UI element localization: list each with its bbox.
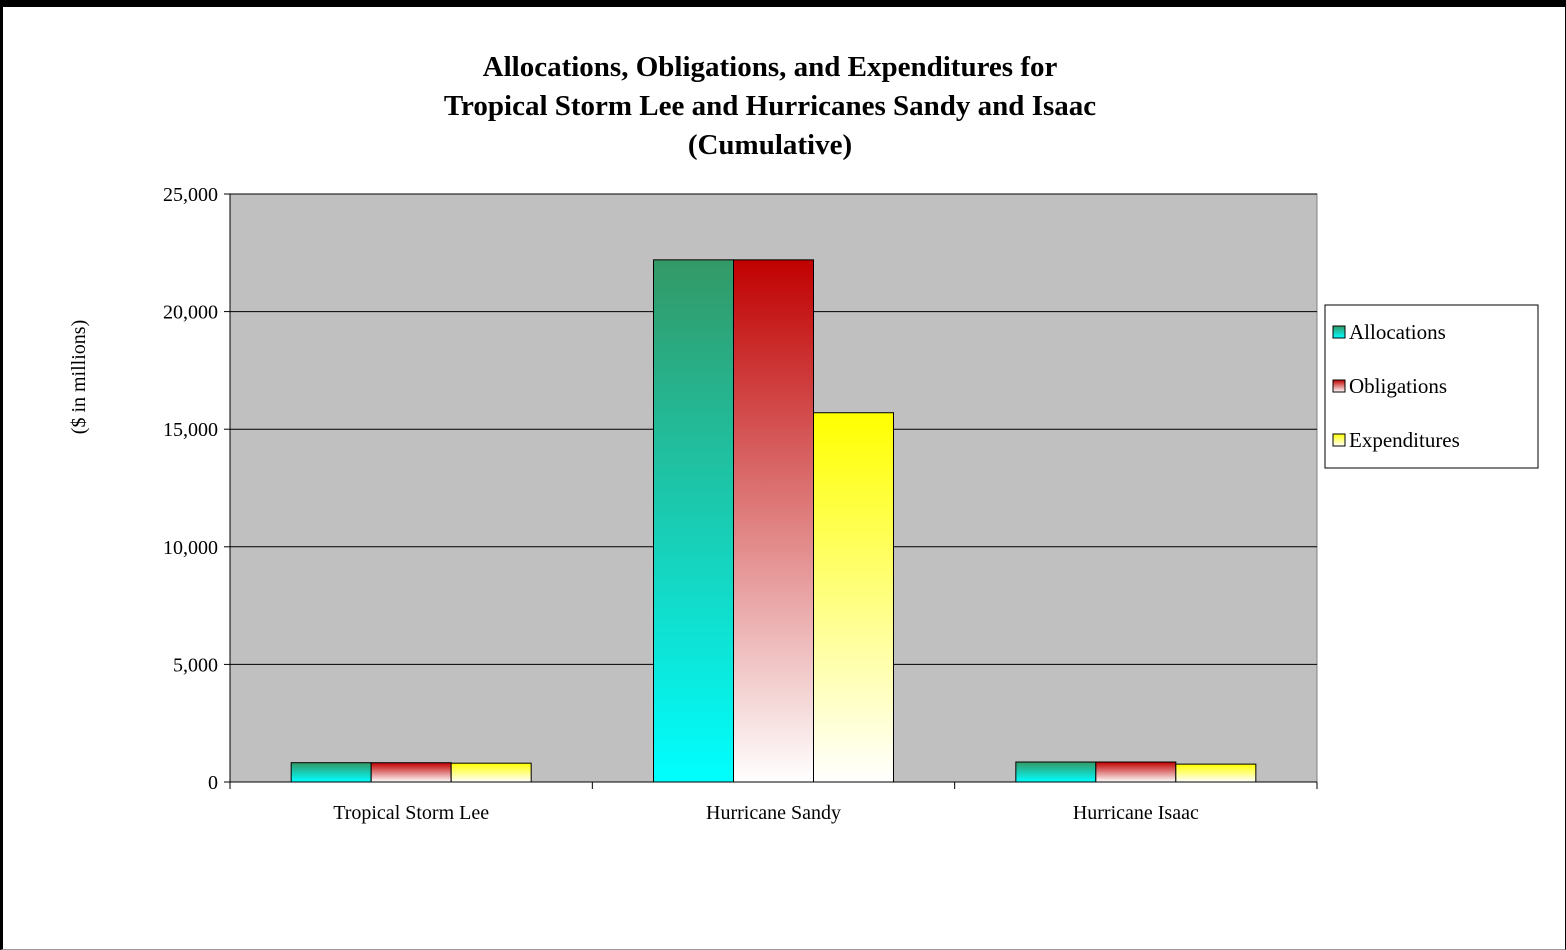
plot-area: 0 5,000 10,000 15,000 20,000 25,000 Tropical S… [163,184,1318,824]
y-tick-label: 25,000 [163,184,218,206]
x-tick-label: Hurricane Isaac [1073,802,1199,824]
chart-title-line-1: Allocations, Obligations, and Expenditur… [483,51,1058,83]
y-tick-label: 15,000 [163,419,218,441]
legend-box [1324,304,1539,469]
legend: Allocations Obligations Expenditures [1324,304,1539,469]
legend-swatch-allocations [1332,325,1346,339]
chart-title: Allocations, Obligations, and Expenditur… [444,51,1096,161]
legend-label-obligations: Obligations [1349,374,1447,398]
chart-title-line-2: Tropical Storm Lee and Hurricanes Sandy … [444,90,1096,122]
bar-allocations-2 [1015,761,1097,783]
y-tick-label: 10,000 [163,537,218,559]
y-tick-label: 20,000 [163,302,218,324]
bar-allocations-1 [653,259,734,783]
chart-title-line-3: (Cumulative) [688,129,852,161]
x-tick-label: Tropical Storm Lee [333,802,489,824]
bar-obligations-2 [1095,761,1177,783]
legend-swatch-expenditures [1332,433,1346,447]
y-axis-label: ($ in millions) [68,320,90,434]
bar-expenditures-0 [450,762,532,783]
y-tick-label: 0 [208,772,218,794]
bar-obligations-0 [370,762,452,783]
legend-label-expenditures: Expenditures [1349,428,1460,452]
x-tick-label: Hurricane Sandy [706,802,841,824]
bar-allocations-0 [290,762,372,783]
bar-expenditures-2 [1175,763,1257,783]
legend-label-allocations: Allocations [1349,320,1446,344]
legend-swatch-obligations [1332,379,1346,393]
y-tick-label: 5,000 [173,654,218,676]
bar-obligations-1 [733,259,814,783]
bar-expenditures-1 [813,412,894,783]
